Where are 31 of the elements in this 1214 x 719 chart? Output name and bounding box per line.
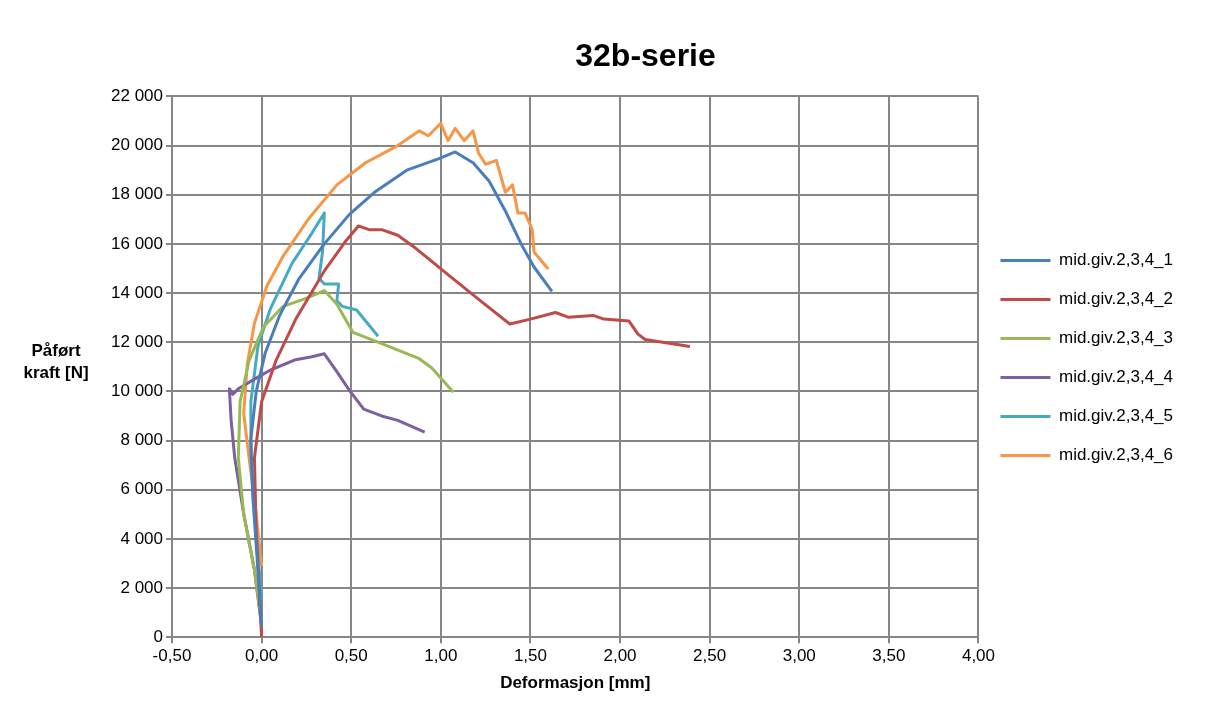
- x-tick-label: 2,00: [603, 646, 637, 666]
- x-tick-label: 3,00: [782, 646, 816, 666]
- x-axis-title: Deformasjon [mm]: [500, 673, 651, 693]
- x-tick-label: 1,00: [424, 646, 458, 666]
- y-tick-label: 14 000: [111, 282, 163, 302]
- legend-label: mid.giv.2,3,4_2: [1058, 289, 1173, 309]
- y-tick-label: 4 000: [120, 528, 163, 548]
- y-tick-label: 22 000: [111, 86, 163, 106]
- legend-label: mid.giv.2,3,4_5: [1058, 406, 1173, 426]
- x-tick-label: 3,50: [872, 646, 906, 666]
- y-tick-label: 16 000: [111, 233, 163, 253]
- y-tick-label: 20 000: [111, 135, 163, 155]
- y-tick-label: 8 000: [120, 430, 163, 450]
- y-tick-label: 2 000: [120, 577, 163, 597]
- y-tick-label: 12 000: [111, 331, 163, 351]
- y-tick-label: 6 000: [120, 479, 163, 499]
- y-tick-label: 18 000: [111, 184, 163, 204]
- x-tick-label: 0,00: [245, 646, 279, 666]
- x-tick-label: 2,50: [693, 646, 727, 666]
- legend-label: mid.giv.2,3,4_4: [1058, 367, 1173, 387]
- x-tick-label: 1,50: [513, 646, 547, 666]
- legend-label: mid.giv.2,3,4_6: [1058, 445, 1173, 465]
- y-tick-label: 10 000: [111, 381, 163, 401]
- x-tick-label: 0,50: [334, 646, 368, 666]
- chart-title: 32b-serie: [575, 37, 716, 74]
- legend-label: mid.giv.2,3,4_1: [1058, 250, 1173, 270]
- y-axis-title: Påført kraft [N]: [23, 340, 89, 382]
- legend-label: mid.giv.2,3,4_3: [1058, 328, 1173, 348]
- x-tick-label: 4,00: [961, 646, 996, 666]
- x-tick-label: -0,50: [152, 646, 192, 666]
- y-tick-label: 0: [153, 626, 163, 646]
